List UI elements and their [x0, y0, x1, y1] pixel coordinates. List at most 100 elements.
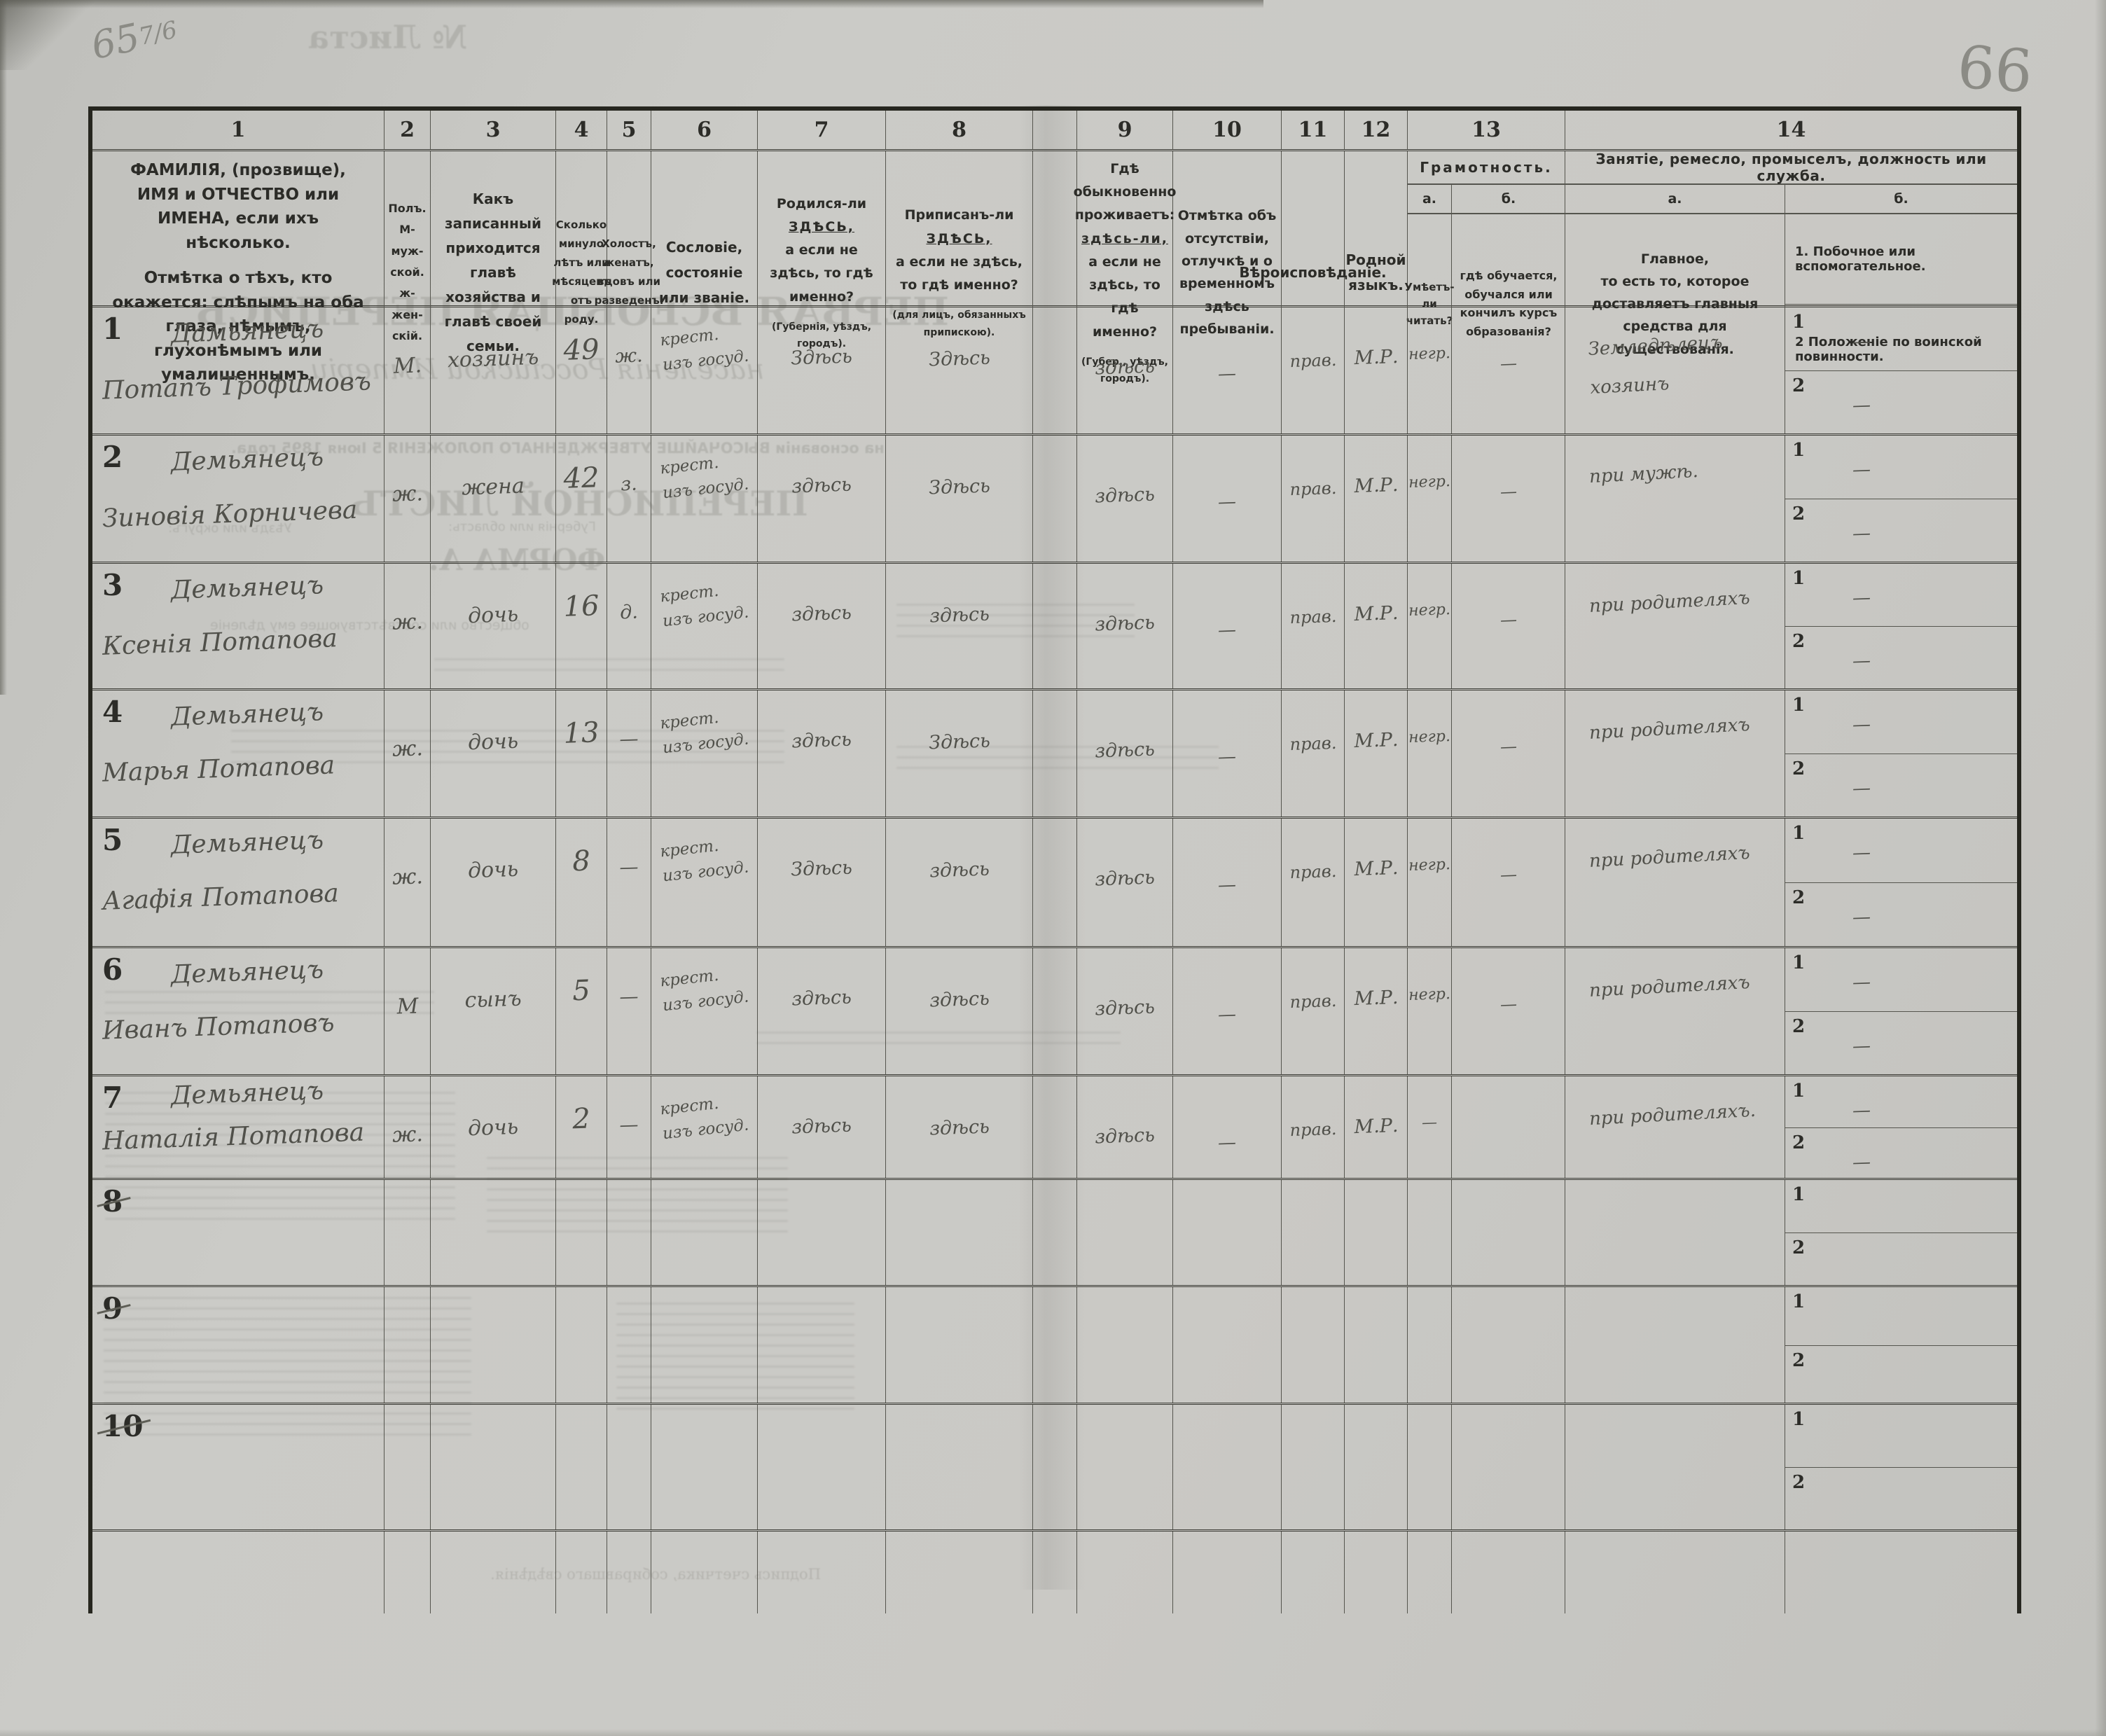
bleedthrough-block — [434, 650, 784, 671]
side-subrow-number: 1 — [1792, 952, 1806, 973]
row-number: 4 — [102, 695, 123, 729]
military-status-value: — — [1852, 650, 1871, 672]
age-cell — [556, 1180, 607, 1285]
literacy-education-cell: — — [1452, 690, 1565, 817]
occupation-side-cell: 1 —2— — [1785, 948, 2017, 1074]
header-occupation-body: Главное, то есть то, которое доставляетъ… — [1565, 214, 2017, 394]
header-literacy-b-text: гдѣ обучается, обучался или кончилъ курс… — [1460, 269, 1558, 338]
fold-gutter — [1033, 819, 1077, 946]
marital-cell: — — [607, 819, 651, 946]
language-cell: М.Р. — [1345, 819, 1408, 946]
residence-cell: здѣсь — [1077, 436, 1173, 562]
marital-cell — [607, 1180, 651, 1285]
side-occupation-value: — — [1852, 714, 1871, 736]
absence-value: — — [1217, 874, 1237, 896]
name-cell: 7 Демьянецъ Наталія Потапова — [92, 1076, 385, 1178]
birthplace-cell: Здѣсь — [758, 307, 886, 433]
fold-gutter — [1033, 111, 1077, 149]
header-sex-title: Полъ. — [388, 201, 427, 215]
religion-cell: прав. — [1282, 1076, 1345, 1178]
pencil-number-main: 65 — [87, 15, 144, 69]
marital-value: ж. — [614, 345, 644, 368]
table-header-row: ФАМИЛІЯ, (прозвище), ИМЯ и ОТЧЕСТВО или … — [92, 151, 2017, 394]
row-number: 1 — [102, 312, 123, 346]
census-table: 1 2 3 4 5 6 7 8 9 10 11 12 13 14 ФАМИЛІЯ… — [88, 106, 2021, 1613]
literacy-education-cell: — — [1452, 948, 1565, 1074]
census-row: 3 Демьянецъ Ксенія Потапова ж. дочь 16 д. крест… — [92, 564, 2017, 690]
occupation-line: при родителяхъ — [1588, 972, 1751, 1001]
sex-value: ж. — [392, 481, 423, 507]
registration-value: Здѣсь — [928, 475, 990, 499]
military-status-subrow: 2 — [1785, 1467, 2017, 1529]
relation-cell: дочь — [431, 819, 556, 946]
literacy-read-cell — [1408, 1287, 1452, 1403]
language-cell: М.Р. — [1345, 1076, 1408, 1178]
relation-value: дочь — [467, 856, 519, 884]
military-status-value: — — [1852, 1035, 1871, 1057]
relation-cell: дочь — [431, 1076, 556, 1178]
relation-cell — [431, 1180, 556, 1285]
residence-cell: здѣсь — [1077, 307, 1173, 433]
sex-cell: ж. — [385, 436, 431, 562]
census-row: 5 Демьянецъ Агафія Потапова ж. дочь 8 — крест. и… — [92, 819, 2017, 948]
side-occupation-subrow: 1 — [1785, 1405, 2017, 1467]
header-occupation-b-label: б. — [1894, 191, 1908, 207]
registration-value: здѣсь — [929, 1116, 990, 1140]
estate-value: крест. изъ госуд. — [659, 576, 750, 634]
column-number-1: 1 — [92, 111, 385, 149]
age-cell: 8 — [556, 819, 607, 946]
relation-cell — [431, 1405, 556, 1529]
given-name-handwritten: Ксенія Потапова — [102, 624, 338, 661]
marital-value: — — [618, 856, 639, 879]
relation-value: хозяинъ — [447, 345, 539, 373]
marital-value: д. — [619, 601, 639, 624]
sex-cell: М. — [385, 307, 431, 433]
header-occupation-column: Занятіе, ремесло, промыселъ, должность и… — [1565, 151, 2017, 394]
marital-value: — — [618, 728, 639, 751]
registration-cell: Здѣсь — [886, 436, 1033, 562]
language-cell: М.Р. — [1345, 436, 1408, 562]
row-number: 10 — [102, 1409, 144, 1443]
sex-cell — [385, 1287, 431, 1403]
row-number: 6 — [102, 952, 123, 987]
scan-corner-shadow — [0, 0, 98, 70]
side-subrow-number: 1 — [1792, 695, 1806, 716]
military-status-value: — — [1852, 522, 1871, 545]
header-occupation-main-text: Главное, то есть то, которое доставляетъ… — [1565, 214, 1785, 394]
military-status-value: — — [1852, 906, 1871, 929]
military-status-value: — — [1852, 1151, 1871, 1173]
language-cell: М.Р. — [1345, 307, 1408, 433]
row-number: 2 — [102, 440, 123, 474]
residence-value: здѣсь — [1094, 738, 1156, 763]
religion-value: прав. — [1289, 990, 1337, 1013]
occupation-line: хозяинъ — [1589, 373, 1670, 398]
language-cell — [1345, 1180, 1408, 1285]
literacy-read-cell: негр. — [1408, 948, 1452, 1074]
language-cell: М.Р. — [1345, 948, 1408, 1074]
column-number-11: 11 — [1282, 111, 1345, 149]
literacy-education-value: — — [1499, 736, 1517, 757]
header-language-column: Родной языкъ. — [1345, 151, 1408, 394]
fold-gutter — [1033, 1405, 1077, 1529]
registration-value: Здѣсь — [928, 347, 990, 371]
literacy-read-cell — [1408, 1180, 1452, 1285]
literacy-education-cell: — — [1452, 307, 1565, 433]
residence-cell — [1077, 1405, 1173, 1529]
side-subrow-number: 1 — [1792, 440, 1806, 461]
side-occupation-value: — — [1852, 459, 1871, 481]
header-literacy-a-label: а. — [1408, 185, 1452, 213]
absence-value: — — [1217, 1132, 1237, 1154]
occupation-line: при мужѣ. — [1588, 460, 1699, 488]
census-row: 2 Демьянецъ Зиновія Корничева ж. жена 42 з. кре… — [92, 436, 2017, 564]
header-literacy-a-text: Умѣетъ-ли читать? — [1404, 214, 1455, 394]
military-status-value: — — [1852, 394, 1871, 417]
header-registration-here: ЗДѢСЬ, — [926, 230, 992, 246]
military-status-subrow: 2— — [1785, 370, 2017, 433]
pencil-page-number-top-right: 66 — [1955, 32, 2035, 106]
census-row: 4 Демьянецъ Марья Потапова ж. дочь 13 — крест. и… — [92, 690, 2017, 819]
estate-cell: крест. изъ госуд. — [651, 307, 758, 433]
military-status-subrow: 2— — [1785, 1011, 2017, 1074]
registration-cell — [886, 1405, 1033, 1529]
pencil-page-number-top-left: 657/6 — [88, 7, 181, 68]
